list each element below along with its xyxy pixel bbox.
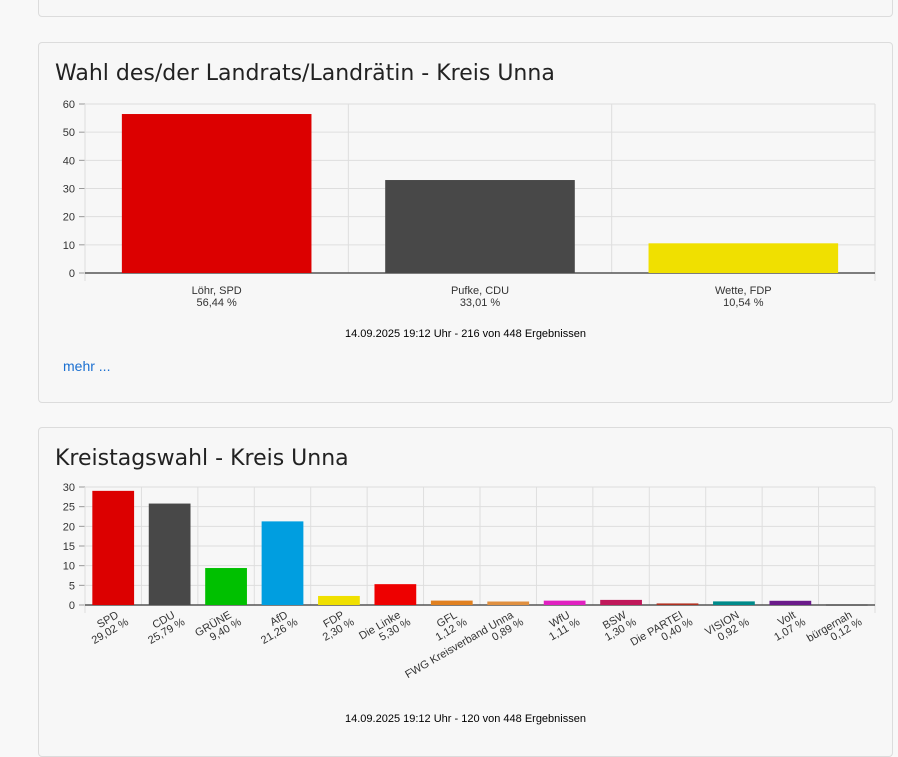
previous-card <box>38 0 893 17</box>
bar-2-6 <box>430 600 473 605</box>
data-label: 56,44 % <box>196 297 237 309</box>
data-label: 10,54 % <box>723 297 764 309</box>
bar-2-12 <box>769 600 812 605</box>
bar-2-9 <box>600 599 642 605</box>
data-label: 33,01 % <box>460 297 501 309</box>
y-tick-label: 50 <box>63 127 75 139</box>
bar-2-1 <box>148 503 191 605</box>
x-tick-label: Löhr, SPD <box>192 285 242 297</box>
y-tick-label: 10 <box>63 561 75 573</box>
landrat-title: Wahl des/der Landrats/Landrätin - Kreis … <box>55 61 555 86</box>
bar-2-7 <box>487 601 530 605</box>
bar-2-0 <box>92 490 135 605</box>
y-tick-label: 30 <box>63 184 75 196</box>
bar-1-2 <box>648 243 839 273</box>
y-tick-label: 40 <box>63 155 75 167</box>
bar-2-10 <box>656 603 699 605</box>
kreistag-title: Kreistagswahl - Kreis Unna <box>55 446 349 471</box>
y-tick-label: 30 <box>63 482 75 494</box>
bar-2-11 <box>713 601 755 605</box>
bar-2-13 <box>825 604 868 606</box>
landrat-footer: 14.09.2025 19:12 Uhr - 216 von 448 Ergeb… <box>345 328 586 340</box>
x-tick-label: Pufke, CDU <box>451 285 509 297</box>
bar-2-5 <box>374 584 417 605</box>
landrat-card: Wahl des/der Landrats/Landrätin - Kreis … <box>38 42 893 403</box>
y-tick-label: 20 <box>63 212 75 224</box>
y-tick-label: 25 <box>63 502 75 514</box>
y-tick-label: 15 <box>63 541 75 553</box>
bar-2-2 <box>205 568 247 605</box>
more-link[interactable]: mehr ... <box>63 358 111 374</box>
bar-2-8 <box>543 600 586 605</box>
bar-1-0 <box>121 114 312 273</box>
y-tick-label: 5 <box>69 580 75 592</box>
bar-2-4 <box>318 595 360 605</box>
bar-1-1 <box>385 180 575 273</box>
y-tick-label: 60 <box>63 99 75 111</box>
bar-2-3 <box>261 521 304 605</box>
kreistag-footer: 14.09.2025 19:12 Uhr - 120 von 448 Ergeb… <box>345 713 586 725</box>
y-tick-label: 20 <box>63 521 75 533</box>
y-tick-label: 0 <box>69 600 75 612</box>
y-tick-label: 0 <box>69 268 75 280</box>
x-tick-label: Wette, FDP <box>715 285 772 297</box>
y-tick-label: 10 <box>63 240 75 252</box>
kreistag-card: Kreistagswahl - Kreis Unna 0 5 10 15 20 25 30 S… <box>38 427 893 757</box>
